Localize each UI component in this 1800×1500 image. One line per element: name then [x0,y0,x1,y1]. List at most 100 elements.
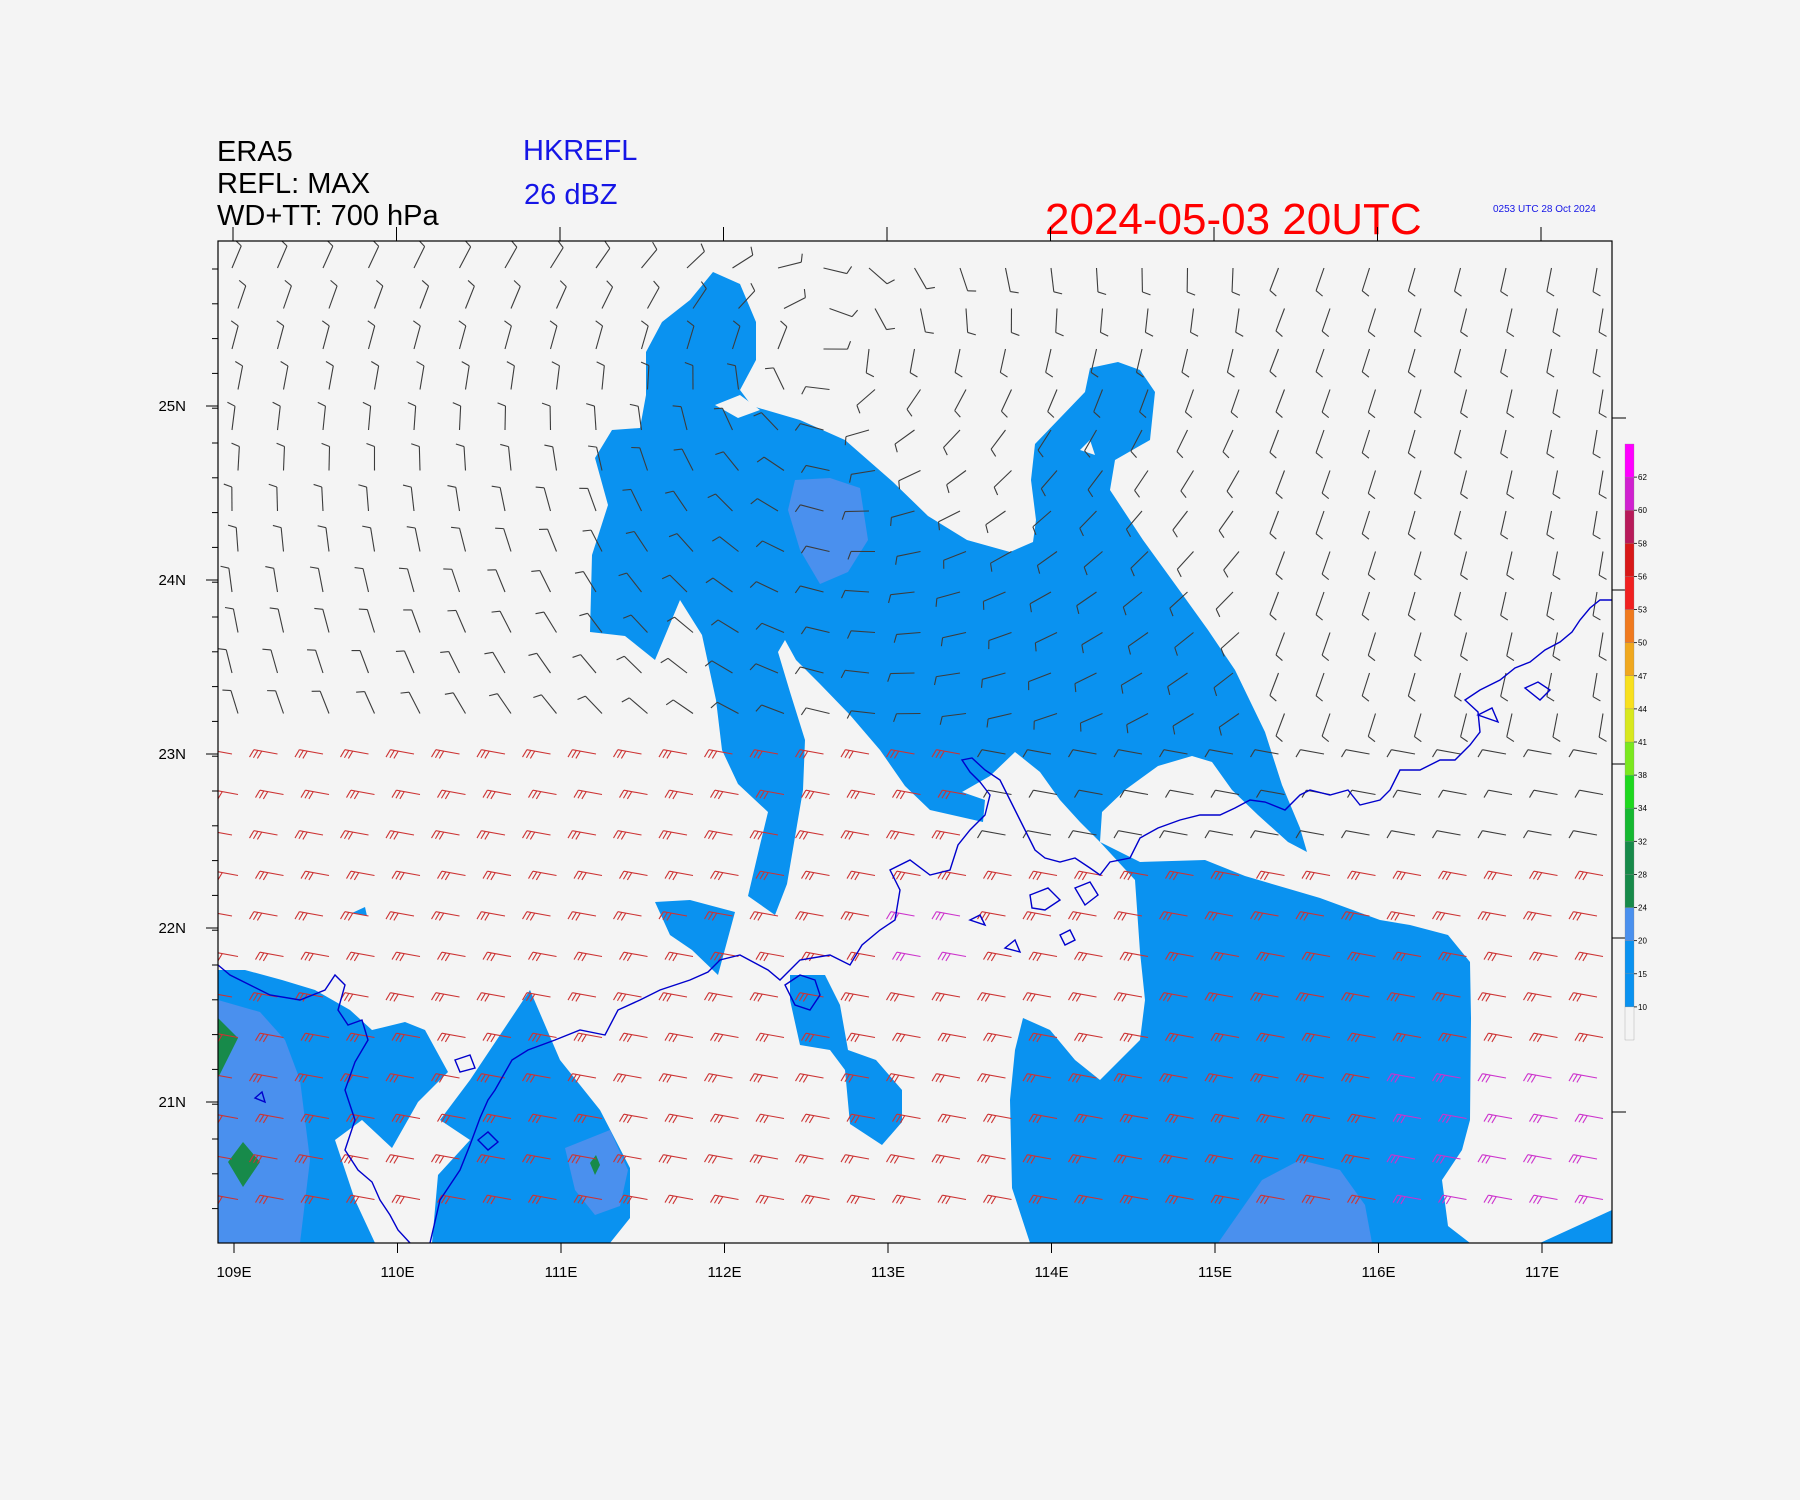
wind-barb [482,951,512,962]
wind-barb [849,469,876,483]
wind-barb [931,1154,961,1164]
wind-barb [1392,870,1422,881]
valid-time-label: 2024-05-03 20UTC [1045,195,1422,244]
wind-barb [1413,713,1422,743]
wind-barb [476,1154,506,1164]
wind-barb [672,405,688,431]
wind-barb [715,451,739,471]
wind-barb [801,1194,830,1205]
wind-barb [937,870,967,881]
colorbar-label: 20 [1638,937,1647,946]
wind-barb [1235,308,1244,337]
wind-barb [1210,870,1240,881]
wind-barb [522,1073,551,1083]
wind-barb [755,1113,785,1124]
wind-barb [346,951,375,962]
wind-barb [1347,1194,1376,1205]
wind-barb [613,1154,642,1164]
y-axis-labels: 25N 24N 23N 22N 21N [158,398,186,1111]
wind-barb [1413,632,1422,662]
y-tick-label: 21N [158,1094,186,1111]
wind-barb [1204,749,1234,758]
wind-barb [1036,551,1058,574]
wind-barb [1084,429,1097,458]
wind-barb [1256,951,1285,962]
wind-barb [1301,951,1331,962]
wind-barb [1074,789,1103,798]
wind-barb [522,749,551,759]
wind-barb [1568,1154,1598,1164]
wind-barb [395,650,415,674]
wind-barb [983,1113,1012,1124]
wind-barb [340,830,369,840]
wind-barb [1068,992,1097,1002]
wind-barb [346,1194,375,1205]
wind-barb [1506,551,1515,581]
wind-barb [1315,267,1325,297]
wind-barb [1074,951,1103,962]
wind-barb [1210,1032,1240,1043]
wind-barb [282,279,292,309]
wind-barb [1295,1154,1325,1164]
wind-barb [573,1194,603,1205]
wind-barb [1165,870,1194,881]
wind-barb [1483,1032,1513,1043]
wind-barb [1256,870,1285,881]
wind-barb [1568,1073,1598,1083]
wind-barb [985,510,1006,534]
wind-barb [218,831,233,836]
wind-barb [1295,749,1325,758]
wind-barb [307,649,324,674]
wind-barb [1407,348,1416,378]
wind-barb [664,789,694,800]
wind-barb [800,707,830,716]
wind-barb [647,280,660,309]
wind-barb [1598,551,1607,580]
wind-barb [1022,1073,1052,1083]
wind-barb [1301,1113,1331,1124]
wind-barb [1483,951,1513,962]
wind-barb [1210,951,1240,962]
wind-barb [1141,267,1151,296]
wind-barb [886,1073,915,1083]
wind-barb [356,691,376,714]
wind-barb [272,401,281,431]
wind-barb [1256,789,1285,798]
colorbar-swatch [1624,741,1635,776]
wind-barb [1113,1073,1143,1083]
wind-barb [1074,1032,1103,1043]
wind-barb [619,951,648,962]
wind-barb [1210,789,1240,798]
wind-barb [1125,510,1143,537]
wind-barb [1176,551,1194,578]
wind-barb [1483,1194,1513,1205]
wind-barb [1361,672,1371,702]
wind-barb [1074,1194,1103,1205]
wind-barb [1453,429,1462,459]
wind-barb [596,361,605,390]
wind-barb [535,486,552,512]
wind-barb [385,749,415,759]
wind-barb [491,485,506,512]
wind-barb [1172,713,1194,735]
wind-barb [619,870,648,881]
wind-barb [1275,308,1286,337]
wind-barb [1546,510,1555,540]
wind-barbs [218,241,1607,1205]
wind-barb [668,533,694,552]
wind-barb [1113,992,1143,1002]
wind-barb [1321,308,1331,338]
island-path [968,914,987,927]
wind-barb [358,608,376,633]
wind-barb [220,565,233,593]
wind-barb [613,911,642,921]
wind-barb [1022,992,1052,1002]
wind-barb [294,1073,324,1083]
wind-barb [1592,267,1601,297]
wind-barb [249,830,278,840]
wind-barb [1028,1032,1058,1043]
reflectivity-area-mid [655,900,735,975]
wind-barb [619,1113,648,1124]
